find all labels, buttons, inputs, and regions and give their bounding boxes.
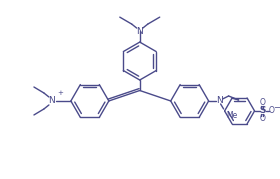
- Text: −: −: [273, 103, 280, 112]
- Text: O: O: [260, 114, 265, 124]
- Text: +: +: [57, 90, 63, 96]
- Text: S: S: [259, 107, 266, 115]
- Text: N: N: [48, 96, 55, 105]
- Text: N: N: [216, 96, 223, 105]
- Text: O: O: [269, 107, 274, 115]
- Text: Me: Me: [227, 111, 238, 120]
- Text: N: N: [136, 27, 143, 36]
- Text: O: O: [260, 98, 265, 107]
